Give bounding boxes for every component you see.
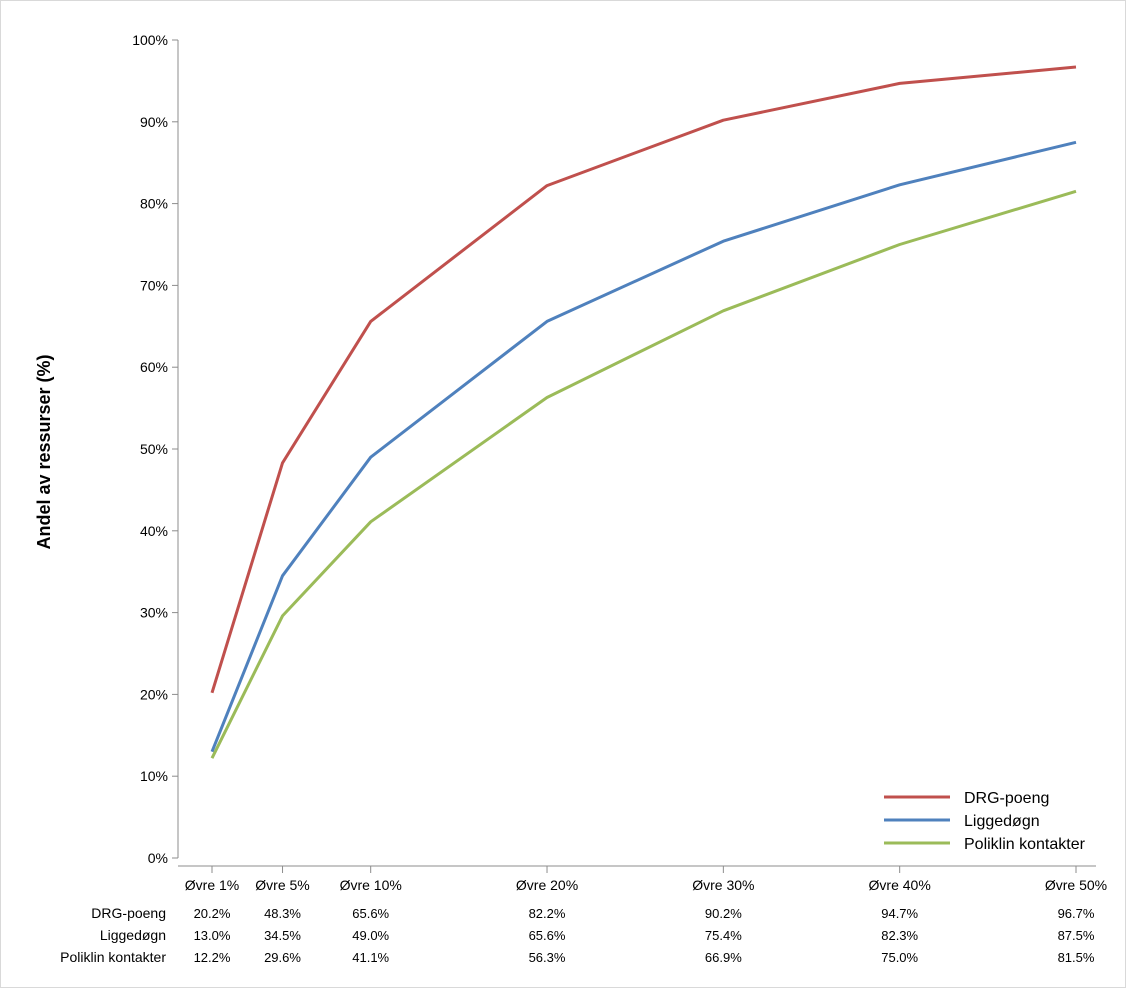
series-line <box>210 65 1077 694</box>
y-tick-label: 50% <box>140 441 168 457</box>
x-tick-label: Øvre 40% <box>869 877 931 893</box>
table-cell: 49.0% <box>352 928 389 943</box>
y-tick-label: 70% <box>140 277 168 293</box>
legend-label: Liggedøgn <box>964 813 1040 830</box>
table-cell: 94.7% <box>881 906 918 921</box>
table-cell: 65.6% <box>529 928 566 943</box>
legend: DRG-poeng Liggedøgn Poliklin kontakter <box>884 790 1086 853</box>
table-cell: 82.3% <box>881 928 918 943</box>
table-cell: 82.2% <box>529 906 566 921</box>
y-tick-label: 10% <box>140 768 168 784</box>
table-row-label: Poliklin kontakter <box>60 949 166 965</box>
y-tick-label: 30% <box>140 605 168 621</box>
x-tick-label: Øvre 10% <box>340 877 402 893</box>
x-tick-label: Øvre 5% <box>255 877 309 893</box>
table-cell: 20.2% <box>194 906 231 921</box>
table-cell: 81.5% <box>1058 950 1095 965</box>
table-cell: 90.2% <box>705 906 742 921</box>
table-row-label: DRG-poeng <box>91 905 166 921</box>
table-cell: 29.6% <box>264 950 301 965</box>
table-cell: 12.2% <box>194 950 231 965</box>
y-tick-label: 60% <box>140 359 168 375</box>
series-lines <box>210 65 1077 759</box>
y-tick-label: 40% <box>140 523 168 539</box>
table-cell: 65.6% <box>352 906 389 921</box>
series-line <box>210 189 1077 759</box>
table-cell: 48.3% <box>264 906 301 921</box>
x-tick-label: Øvre 50% <box>1045 877 1107 893</box>
y-tick-label: 80% <box>140 196 168 212</box>
table-row-label: Liggedøgn <box>100 927 166 943</box>
data-table: DRG-poeng 20.2% 48.3% 65.6% 82.2% 90.2% 94.7% 9… <box>60 905 1095 965</box>
table-cell: 13.0% <box>194 928 231 943</box>
legend-label: DRG-poeng <box>964 790 1049 807</box>
table-cell: 56.3% <box>529 950 566 965</box>
table-cell: 66.9% <box>705 950 742 965</box>
series-line <box>210 140 1077 753</box>
table-cell: 75.4% <box>705 928 742 943</box>
table-cell: 41.1% <box>352 950 389 965</box>
table-cell: 96.7% <box>1058 906 1095 921</box>
y-tick-label: 20% <box>140 686 168 702</box>
y-tick-label: 0% <box>148 850 168 866</box>
x-tick-label: Øvre 1% <box>185 877 239 893</box>
y-tick-label: 90% <box>140 114 168 130</box>
x-axis: Øvre 1% Øvre 5% Øvre 10% Øvre 20% Øvre 30% Øv… <box>178 865 1107 893</box>
legend-label: Poliklin kontakter <box>964 836 1086 853</box>
y-axis-label: Andel av ressurser (%) <box>34 354 54 549</box>
y-axis: 0% 10% 20% 30% 40% 50% 60% 70% 80% 90% 100% <box>132 32 179 866</box>
table-cell: 75.0% <box>881 950 918 965</box>
table-cell: 34.5% <box>264 928 301 943</box>
x-tick-label: Øvre 30% <box>692 877 754 893</box>
table-cell: 87.5% <box>1058 928 1095 943</box>
y-tick-label: 100% <box>132 32 168 48</box>
x-tick-label: Øvre 20% <box>516 877 578 893</box>
